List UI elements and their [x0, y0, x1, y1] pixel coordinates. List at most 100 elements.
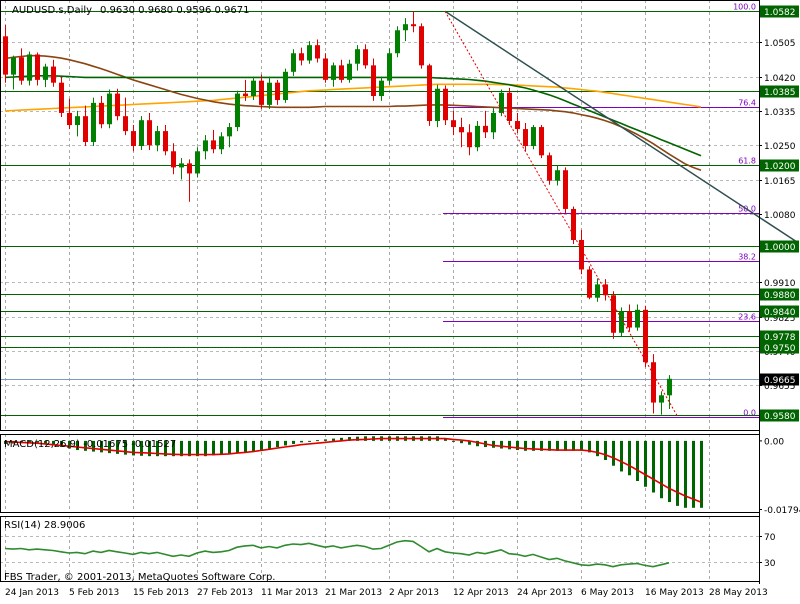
- candle-bull: [107, 89, 112, 129]
- footer-copyright: FBS Trader, © 2001-2013, MetaQuotes Soft…: [4, 572, 275, 583]
- macd-histogram-bar: [220, 440, 223, 455]
- price-tick-label: 1.0335: [764, 108, 796, 118]
- macd-histogram-bar: [156, 440, 159, 457]
- candle-body: [163, 131, 168, 152]
- price-level-label: 0.9880: [764, 291, 796, 301]
- macd-histogram-bar: [116, 440, 119, 454]
- candle-body: [347, 63, 352, 80]
- macd-histogram-bar: [100, 440, 103, 453]
- macd-histogram-bar: [316, 440, 319, 442]
- macd-histogram-bar: [684, 440, 687, 508]
- candle-body: [259, 80, 264, 105]
- candle-bull: [251, 76, 256, 101]
- candle-body: [339, 65, 344, 80]
- macd-histogram-bar: [68, 440, 71, 449]
- time-axis: 24 Jan 2013 5 Feb 2013 15 Feb 2013 27 Feb 2…: [5, 588, 768, 598]
- macd-histogram-bar: [148, 440, 151, 457]
- macd-histogram-bar: [516, 440, 519, 451]
- macd-histogram-bar: [492, 440, 495, 448]
- candle-body: [19, 57, 24, 81]
- candle-body: [587, 269, 592, 298]
- macd-histogram-bar: [556, 440, 559, 451]
- price-level-tag: [760, 5, 799, 18]
- candle-bear: [59, 76, 64, 117]
- candle-body: [107, 93, 112, 125]
- macd-histogram-bar: [660, 440, 663, 499]
- candle-body: [331, 65, 336, 80]
- candle-bear: [443, 85, 448, 126]
- price-level-label: 0.9750: [764, 344, 796, 354]
- candle-body: [395, 30, 400, 54]
- horizontal-levels: [0, 11, 759, 416]
- candle-body: [99, 102, 104, 125]
- time-label: 16 May 2013: [645, 588, 704, 598]
- current-price-tag: [760, 373, 799, 386]
- macd-histogram-bar: [564, 440, 567, 451]
- candle-body: [611, 295, 616, 333]
- candle-bull: [403, 18, 408, 42]
- candle-bear: [299, 47, 304, 66]
- candle-body: [51, 66, 56, 83]
- candle-bull: [635, 304, 640, 331]
- candle-body: [403, 24, 408, 31]
- macd-histogram-bar: [132, 440, 135, 456]
- macd-histogram-bar: [44, 440, 47, 444]
- candle-body: [187, 163, 192, 174]
- macd-histogram-bar: [140, 440, 143, 456]
- chart-ohlc-label: 0.9630 0.9680 0.9596 0.9671: [100, 5, 250, 16]
- candle-body: [3, 36, 8, 75]
- candle-body: [83, 116, 88, 142]
- candle-body: [91, 102, 96, 142]
- price-tick-label: 1.0505: [764, 39, 796, 49]
- candle-body: [643, 309, 648, 363]
- macd-histogram-bar: [444, 438, 447, 441]
- candle-body: [75, 116, 80, 126]
- price-level-label: 1.0200: [764, 162, 796, 172]
- candle-body: [571, 208, 576, 241]
- candle-body: [411, 24, 416, 27]
- candle-body: [651, 362, 656, 403]
- candle-bear: [603, 279, 608, 301]
- candle-body: [379, 80, 384, 97]
- candle-body: [67, 112, 72, 126]
- fib-label: 76.4: [738, 99, 756, 108]
- candle-body: [323, 58, 328, 80]
- fib-label: 61.8: [738, 157, 756, 166]
- candle-bull: [283, 68, 288, 103]
- price-level-tag: [760, 330, 799, 343]
- candle-bull: [379, 76, 384, 101]
- macd-histogram-bar: [460, 440, 463, 444]
- candle-body: [499, 92, 504, 113]
- candle-bear: [579, 229, 584, 275]
- macd-histogram-bar: [532, 440, 535, 451]
- candle-body: [355, 49, 360, 64]
- candle-bear: [459, 117, 464, 148]
- candle-body: [539, 127, 544, 156]
- candle-body: [27, 54, 32, 81]
- candle-body: [291, 53, 296, 72]
- macd-histogram-bar: [36, 440, 39, 443]
- macd-histogram-bar: [268, 440, 271, 449]
- macd-panel: [4, 436, 703, 508]
- ma-fast-line: [4, 75, 702, 157]
- candle-bear: [99, 96, 104, 129]
- macd-histogram-bar: [612, 440, 615, 466]
- candle-body: [627, 311, 632, 328]
- candle-body: [179, 163, 184, 168]
- candle-bear: [187, 159, 192, 202]
- price-tick-label: 1.0250: [764, 142, 796, 152]
- candle-body: [547, 155, 552, 181]
- rsi-line: [4, 539, 670, 568]
- candle-body: [419, 26, 424, 66]
- candle-bear: [507, 87, 512, 126]
- candle-bear: [131, 125, 136, 152]
- candle-bear: [411, 11, 416, 33]
- candle-body: [467, 132, 472, 148]
- candle-bear: [163, 125, 168, 156]
- candle-bear: [467, 124, 472, 156]
- candle-bear: [339, 59, 344, 83]
- candle-bear: [275, 79, 280, 105]
- price-level-tag: [760, 159, 799, 172]
- candle-bull: [355, 45, 360, 71]
